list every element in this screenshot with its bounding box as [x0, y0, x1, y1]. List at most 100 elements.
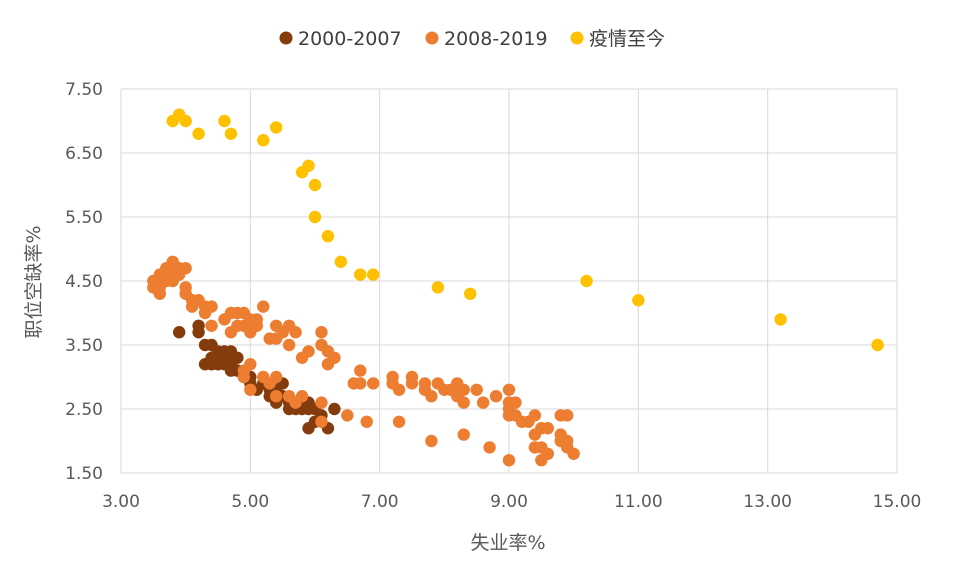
series-3-points — [166, 108, 884, 352]
y-tick-label: 3.50 — [65, 336, 103, 356]
y-tick-label: 5.50 — [65, 208, 103, 228]
x-tick-label: 15.00 — [873, 492, 922, 512]
data-point — [179, 262, 192, 275]
x-axis-title: 失业率% — [470, 532, 545, 554]
data-point — [367, 377, 380, 390]
data-point — [580, 274, 593, 288]
data-point — [354, 377, 367, 390]
y-tick-label: 4.50 — [65, 272, 103, 292]
data-point — [282, 338, 296, 352]
data-point — [250, 319, 263, 332]
data-point — [528, 409, 542, 422]
data-point — [224, 127, 238, 140]
data-point — [244, 358, 257, 371]
data-point — [425, 434, 438, 448]
legend-item-series-2: 2008-2019 — [425, 28, 548, 50]
series-2-points — [147, 255, 580, 467]
data-point — [179, 114, 192, 128]
data-points — [147, 108, 884, 467]
data-point — [502, 383, 516, 396]
data-point — [470, 383, 483, 396]
data-point — [334, 255, 348, 268]
data-point — [302, 345, 315, 358]
data-point — [489, 390, 503, 403]
data-point — [321, 358, 335, 371]
data-point — [464, 287, 477, 300]
data-point — [457, 428, 470, 441]
data-point — [561, 409, 574, 422]
data-point — [541, 447, 554, 460]
data-point — [431, 281, 445, 294]
series-1-points — [173, 319, 341, 435]
data-point — [405, 377, 419, 390]
data-point — [289, 326, 302, 339]
data-point — [425, 390, 438, 403]
data-point — [328, 402, 341, 416]
data-point — [218, 114, 231, 128]
legend-label-series-1: 2000-2007 — [298, 28, 402, 50]
data-point — [509, 396, 522, 409]
data-point — [541, 422, 554, 435]
data-point — [457, 396, 470, 409]
data-point — [270, 121, 283, 134]
data-point — [192, 319, 205, 332]
data-point — [153, 287, 166, 300]
data-point — [244, 383, 257, 396]
data-point — [341, 409, 354, 422]
data-point — [302, 422, 315, 435]
data-point — [315, 326, 328, 339]
data-point — [360, 415, 373, 428]
data-point — [567, 447, 580, 460]
x-tick-label: 11.00 — [614, 492, 663, 512]
data-point — [173, 326, 186, 339]
x-tick-label: 5.00 — [231, 492, 269, 512]
x-tick-label: 7.00 — [361, 492, 399, 512]
data-point — [270, 370, 283, 384]
legend-marker-series-3 — [570, 31, 584, 45]
data-point — [457, 383, 470, 396]
data-point — [205, 319, 218, 332]
data-point — [632, 294, 645, 307]
data-point — [354, 268, 367, 281]
y-tick-label: 6.50 — [65, 144, 103, 164]
legend-marker-series-1 — [279, 31, 293, 45]
x-tick-label: 3.00 — [102, 492, 140, 512]
data-point — [483, 441, 496, 454]
data-point — [392, 383, 406, 396]
data-point — [774, 313, 787, 326]
data-point — [295, 390, 309, 403]
data-point — [367, 268, 380, 281]
data-point — [315, 396, 328, 409]
data-point — [502, 454, 516, 467]
data-point — [302, 159, 315, 172]
data-point — [257, 300, 270, 313]
y-tick-label: 2.50 — [65, 400, 103, 420]
y-tick-label: 7.50 — [65, 80, 103, 100]
data-point — [354, 364, 367, 377]
data-point — [392, 415, 406, 428]
legend-label-series-3: 疫情至今 — [589, 28, 665, 50]
data-point — [476, 396, 490, 409]
x-tick-label: 9.00 — [490, 492, 528, 512]
legend-item-series-1: 2000-2007 — [279, 28, 402, 50]
legend-label-series-2: 2008-2019 — [444, 28, 548, 50]
legend: 2000-2007 2008-2019 疫情至今 — [279, 28, 665, 50]
data-point — [205, 300, 218, 313]
tick-labels: 3.00 5.00 7.00 9.00 11.00 13.00 15.00 1.50 2.50 3… — [65, 80, 921, 512]
data-point — [270, 390, 283, 403]
data-point — [871, 338, 884, 352]
legend-item-series-3: 疫情至今 — [570, 28, 665, 50]
legend-marker-series-2 — [425, 31, 439, 45]
data-point — [231, 351, 244, 364]
y-axis-title: 职位空缺率% — [23, 225, 45, 338]
data-point — [308, 210, 322, 224]
data-point — [257, 134, 270, 147]
data-point — [315, 415, 328, 428]
grid-lines — [120, 88, 898, 474]
data-point — [192, 127, 205, 140]
x-tick-label: 13.00 — [743, 492, 792, 512]
y-tick-label: 1.50 — [65, 464, 103, 484]
data-point — [237, 370, 251, 384]
